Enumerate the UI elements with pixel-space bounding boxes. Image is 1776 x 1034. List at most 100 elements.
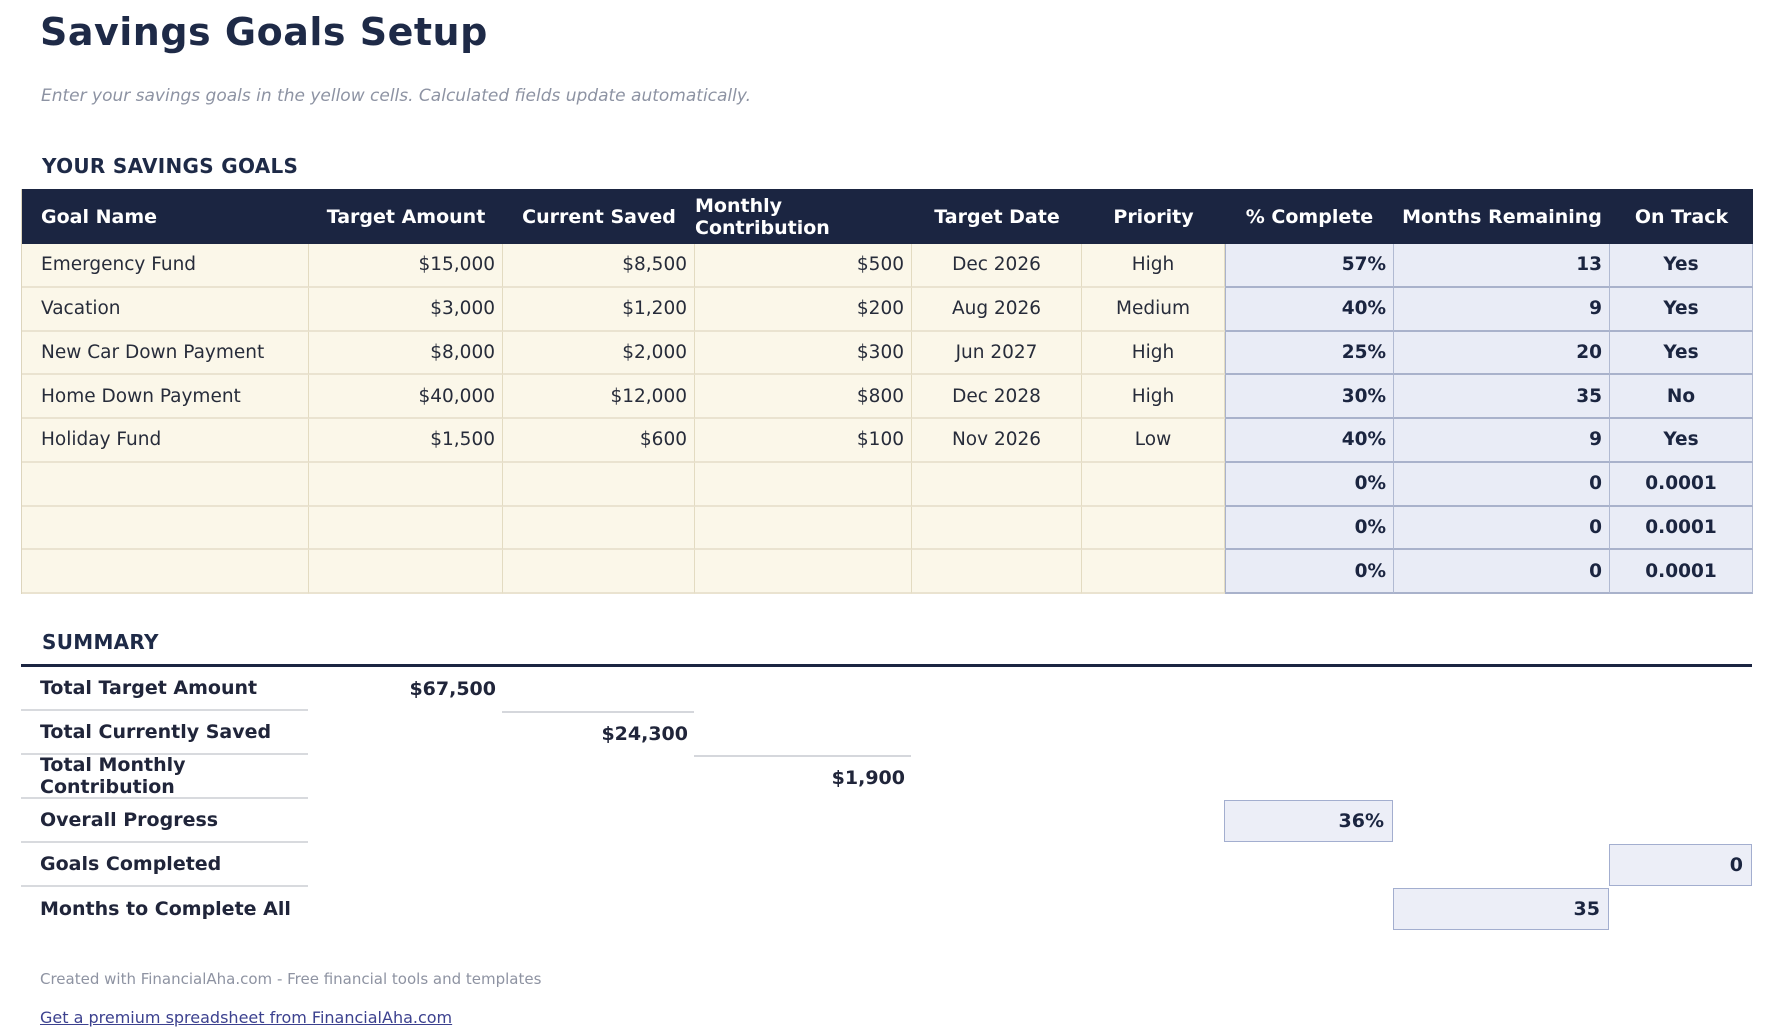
column-header-current-saved: Current Saved	[503, 189, 695, 244]
input-cell-monthly-contribution[interactable]	[695, 462, 912, 507]
summary-empty-cell	[308, 799, 502, 843]
summary-empty-cell	[1224, 755, 1393, 799]
input-cell-monthly-contribution[interactable]: $100	[695, 419, 912, 463]
calc-cell-on-track: Yes	[1610, 419, 1753, 463]
summary-empty-cell	[1081, 711, 1224, 755]
input-cell-target-date[interactable]: Aug 2026	[912, 287, 1082, 332]
input-cell-goal-name[interactable]	[22, 462, 309, 507]
summary-label: Total Target Amount	[21, 667, 308, 711]
summary-empty-cell	[502, 667, 694, 711]
input-cell-priority[interactable]: High	[1082, 244, 1225, 288]
input-cell-target-date[interactable]: Dec 2028	[912, 375, 1082, 419]
summary-empty-cell	[308, 843, 502, 887]
input-cell-goal-name[interactable]: Vacation	[22, 287, 309, 332]
input-cell-goal-name[interactable]	[22, 506, 309, 551]
column-header-pct-complete: % Complete	[1225, 189, 1394, 244]
input-cell-target-amount[interactable]	[309, 506, 503, 551]
summary-empty-cell	[1609, 667, 1752, 711]
input-cell-target-amount[interactable]	[309, 462, 503, 507]
summary-empty-cell	[911, 887, 1081, 931]
calc-cell-pct-complete: 30%	[1225, 375, 1394, 419]
input-cell-target-date[interactable]	[912, 462, 1082, 507]
input-cell-monthly-contribution[interactable]	[695, 550, 912, 594]
input-cell-goal-name[interactable]: New Car Down Payment	[22, 331, 309, 376]
input-cell-current-saved[interactable]: $2,000	[503, 331, 695, 376]
input-cell-goal-name[interactable]	[22, 550, 309, 594]
input-cell-priority[interactable]	[1082, 462, 1225, 507]
calc-cell-pct-complete: 0%	[1225, 506, 1394, 551]
summary-empty-cell	[1224, 887, 1393, 931]
input-cell-current-saved[interactable]	[503, 506, 695, 551]
input-cell-priority[interactable]: Medium	[1082, 287, 1225, 332]
input-cell-target-amount[interactable]: $3,000	[309, 287, 503, 332]
calc-cell-pct-complete: 0%	[1225, 462, 1394, 507]
calc-cell-on-track: Yes	[1610, 244, 1753, 288]
summary-empty-cell	[911, 799, 1081, 843]
input-cell-current-saved[interactable]: $8,500	[503, 244, 695, 288]
calc-cell-on-track: No	[1610, 375, 1753, 419]
summary-empty-cell	[308, 887, 502, 931]
calc-cell-months-remaining: 9	[1394, 419, 1610, 463]
summary-empty-cell	[694, 711, 911, 755]
input-cell-goal-name[interactable]: Home Down Payment	[22, 375, 309, 419]
input-cell-target-date[interactable]: Nov 2026	[912, 419, 1082, 463]
input-cell-current-saved[interactable]: $12,000	[503, 375, 695, 419]
page-subtitle: Enter your savings goals in the yellow c…	[41, 86, 752, 106]
input-cell-target-amount[interactable]: $40,000	[309, 375, 503, 419]
summary-empty-cell	[1081, 667, 1224, 711]
input-cell-current-saved[interactable]: $600	[503, 419, 695, 463]
input-cell-monthly-contribution[interactable]: $200	[695, 287, 912, 332]
input-cell-target-amount[interactable]: $15,000	[309, 244, 503, 288]
summary-label: Total Currently Saved	[21, 711, 308, 755]
summary-empty-cell	[502, 799, 694, 843]
summary-grid: Total Target Amount $67,500 Total Currentl…	[21, 667, 1752, 931]
summary-label: Months to Complete All	[40, 898, 291, 920]
savings-goals-table: Goal Name Target Amount Current Saved Month…	[21, 189, 1753, 594]
input-cell-target-date[interactable]: Dec 2026	[912, 244, 1082, 288]
input-cell-target-date[interactable]	[912, 506, 1082, 551]
summary-section-heading: SUMMARY	[42, 630, 159, 654]
input-cell-target-date[interactable]	[912, 550, 1082, 594]
input-cell-monthly-contribution[interactable]: $800	[695, 375, 912, 419]
summary-empty-cell	[694, 843, 911, 887]
summary-empty-cell	[1609, 755, 1752, 799]
calc-cell-months-remaining: 0	[1394, 462, 1610, 507]
summary-empty-cell	[911, 755, 1081, 799]
input-cell-goal-name[interactable]: Emergency Fund	[22, 244, 309, 288]
page-title: Savings Goals Setup	[40, 10, 488, 54]
input-cell-priority[interactable]: High	[1082, 375, 1225, 419]
summary-label: Goals Completed	[21, 843, 308, 887]
input-cell-priority[interactable]	[1082, 550, 1225, 594]
calc-cell-on-track: 0.0001	[1610, 462, 1753, 507]
input-cell-monthly-contribution[interactable]: $300	[695, 331, 912, 376]
input-cell-target-amount[interactable]	[309, 550, 503, 594]
input-cell-target-amount[interactable]: $1,500	[309, 419, 503, 463]
calc-cell-months-remaining: 20	[1394, 331, 1610, 376]
summary-empty-cell	[1609, 799, 1752, 843]
summary-empty-cell	[1081, 799, 1224, 843]
input-cell-priority[interactable]: High	[1082, 331, 1225, 376]
summary-empty-cell	[694, 887, 911, 931]
input-cell-priority[interactable]: Low	[1082, 419, 1225, 463]
summary-empty-cell	[1393, 667, 1609, 711]
goals-table-header-row: Goal Name Target Amount Current Saved Month…	[22, 189, 1753, 244]
input-cell-monthly-contribution[interactable]	[695, 506, 912, 551]
calc-cell-on-track: 0.0001	[1610, 506, 1753, 551]
summary-empty-cell	[1393, 755, 1609, 799]
calc-cell-pct-complete: 40%	[1225, 419, 1394, 463]
input-cell-target-date[interactable]: Jun 2027	[912, 331, 1082, 376]
column-header-on-track: On Track	[1610, 189, 1753, 244]
input-cell-current-saved[interactable]	[503, 462, 695, 507]
input-cell-monthly-contribution[interactable]: $500	[695, 244, 912, 288]
input-cell-current-saved[interactable]	[503, 550, 695, 594]
input-cell-target-amount[interactable]: $8,000	[309, 331, 503, 376]
input-cell-current-saved[interactable]: $1,200	[503, 287, 695, 332]
summary-empty-cell	[308, 755, 502, 799]
summary-empty-cell	[1393, 843, 1609, 887]
premium-spreadsheet-link[interactable]: Get a premium spreadsheet from Financial…	[40, 1008, 453, 1027]
input-cell-priority[interactable]	[1082, 506, 1225, 551]
summary-label: Overall Progress	[21, 799, 308, 843]
summary-empty-cell	[1081, 755, 1224, 799]
summary-empty-cell	[1393, 799, 1609, 843]
input-cell-goal-name[interactable]: Holiday Fund	[22, 419, 309, 463]
